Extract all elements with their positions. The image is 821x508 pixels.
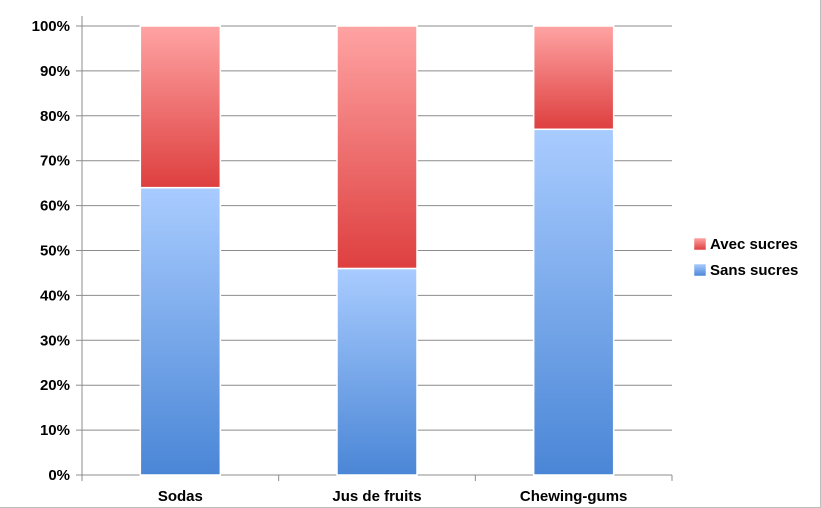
y-tick-label: 80% [40,108,70,125]
y-tick-label: 90% [40,63,70,80]
x-category-label: Sodas [158,488,203,505]
y-tick-label: 40% [40,287,70,304]
bar-segment-sans-sucres [336,267,418,476]
x-category-label: Jus de fruits [332,488,421,505]
y-tick-label: 10% [40,422,70,439]
bar-segment-avec-sucres [139,25,222,189]
bar-segment-avec-sucres [336,25,418,270]
y-tick-label: 30% [40,332,70,349]
y-tick-labels: 0% 10% 20% 30% 40% 50% 60% 70% 80% 90% 100% [32,18,70,484]
x-category-labels: Sodas Jus de fruits Chewing-gums [158,488,628,505]
y-tick-label: 20% [40,377,70,394]
legend-swatch-sans-sucres [693,263,707,277]
y-tick-label: 100% [32,18,70,35]
bar-segment-sans-sucres [139,186,222,476]
legend-swatch-avec-sucres [693,237,707,251]
bar-segment-sans-sucres [532,128,615,476]
y-tick-label: 60% [40,198,70,215]
bars [139,25,615,476]
y-tick-label: 50% [40,243,70,260]
legend-label: Avec sucres [710,236,798,253]
y-tick-label: 0% [48,467,70,484]
bar-segment-avec-sucres [532,25,615,131]
legend: Avec sucres Sans sucres [693,236,798,279]
x-category-label: Chewing-gums [520,488,628,505]
legend-label: Sans sucres [710,262,798,279]
y-tick-label: 70% [40,153,70,170]
